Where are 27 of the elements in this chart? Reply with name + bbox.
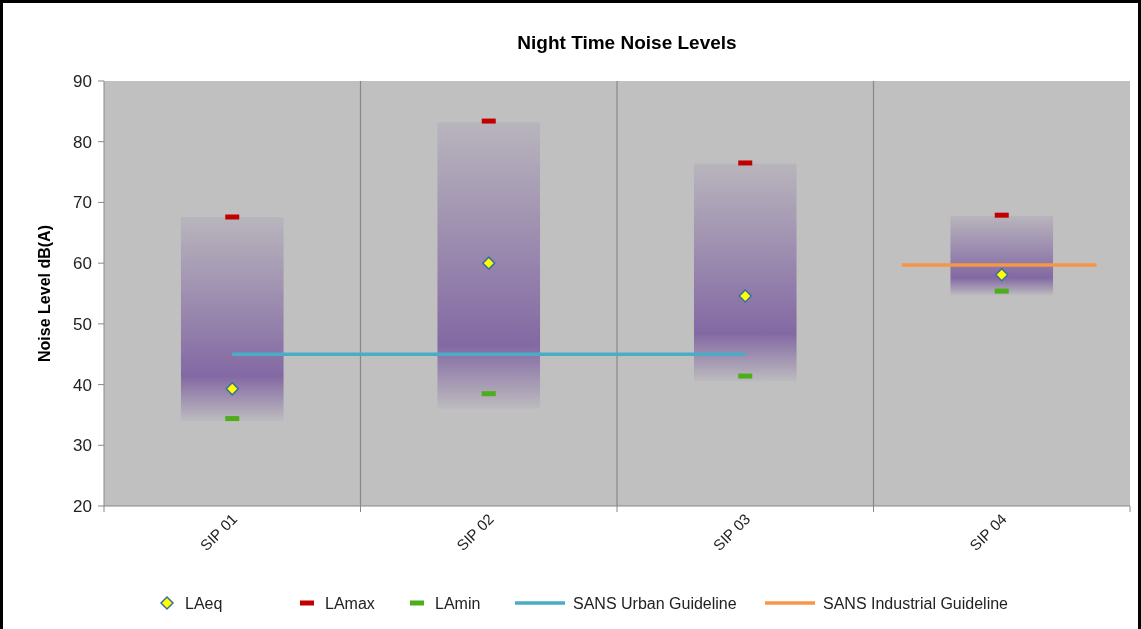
x-tick-label: SIP 01 xyxy=(196,510,241,554)
point xyxy=(482,256,496,270)
x-tick-label: SIP 04 xyxy=(966,510,1010,554)
y-axis-title: Noise Level dB(A) xyxy=(36,225,53,362)
bar xyxy=(950,215,1054,296)
bar xyxy=(180,217,284,421)
y-tick-label: 60 xyxy=(73,254,92,274)
y-tick-label: 40 xyxy=(73,375,92,395)
legend-label: SANS Urban Guideline xyxy=(573,595,737,612)
bar xyxy=(693,163,797,382)
legend-label: LAmax xyxy=(325,595,375,612)
bar xyxy=(437,122,541,409)
y-tick-label: 80 xyxy=(73,132,92,152)
x-tick-label: SIP 02 xyxy=(453,510,497,554)
y-tick-label: 30 xyxy=(73,436,92,456)
legend-label: LAmin xyxy=(435,595,481,612)
point xyxy=(995,267,1009,282)
y-tick-label: 70 xyxy=(73,193,92,213)
y-tick-label: 20 xyxy=(73,497,92,516)
y-tick-label: 90 xyxy=(73,72,92,91)
y-tick-label: 50 xyxy=(73,314,92,334)
x-tick-label: SIP 03 xyxy=(709,510,754,554)
point xyxy=(225,382,239,396)
legend-label: SANS Industrial Guideline xyxy=(823,595,1009,612)
legend-label: LAeq xyxy=(185,595,223,612)
chart-title: Night Time Noise Levels xyxy=(517,32,737,53)
point xyxy=(738,289,752,303)
